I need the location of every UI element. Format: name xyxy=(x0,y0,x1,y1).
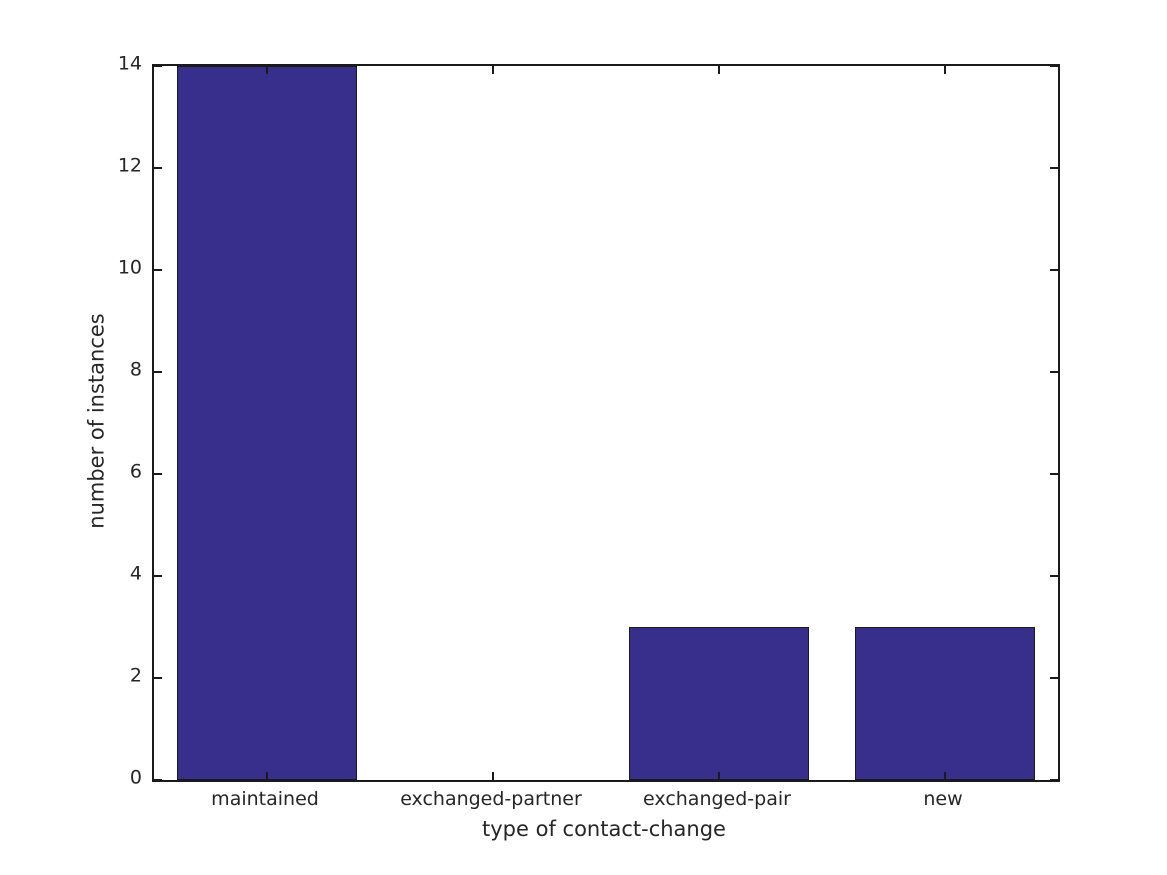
axis-tick xyxy=(492,772,494,780)
axis-tick xyxy=(1050,677,1058,679)
axis-tick xyxy=(154,371,162,373)
axis-tick xyxy=(1050,65,1058,67)
axis-tick xyxy=(1050,779,1058,781)
axis-tick xyxy=(154,167,162,169)
axis-tick xyxy=(154,269,162,271)
axis-tick xyxy=(1050,371,1058,373)
bar-maintained xyxy=(176,66,358,780)
y-tick-label-2: 2 xyxy=(129,664,142,687)
axis-tick xyxy=(154,575,162,577)
axis-tick xyxy=(718,66,720,74)
y-tick-label-0: 0 xyxy=(129,766,142,789)
x-tick-label-maintained: maintained xyxy=(211,788,319,810)
axis-tick xyxy=(718,772,720,780)
y-tick-label-14: 14 xyxy=(117,52,142,75)
axis-tick xyxy=(492,66,494,74)
x-tick-label-exchanged-partner: exchanged-partner xyxy=(400,788,582,810)
y-axis-label: number of instances xyxy=(84,313,109,529)
y-tick-label-8: 8 xyxy=(129,358,142,381)
x-tick-label-exchanged-pair: exchanged-pair xyxy=(643,788,791,810)
axis-tick xyxy=(1050,473,1058,475)
bar-new xyxy=(854,627,1036,780)
plot-area xyxy=(152,64,1060,782)
x-tick-label-new: new xyxy=(923,788,963,810)
y-tick-label-4: 4 xyxy=(129,562,142,585)
axis-tick xyxy=(154,677,162,679)
axis-tick xyxy=(154,473,162,475)
axis-tick xyxy=(154,779,162,781)
axis-tick xyxy=(1050,269,1058,271)
axis-tick xyxy=(944,772,946,780)
axis-tick xyxy=(1050,167,1058,169)
axis-tick xyxy=(266,66,268,74)
axis-tick xyxy=(944,66,946,74)
axis-tick xyxy=(154,65,162,67)
x-axis-label: type of contact-change xyxy=(482,817,726,841)
y-tick-label-12: 12 xyxy=(117,154,142,177)
bar-exchanged-pair xyxy=(628,627,810,780)
y-tick-label-6: 6 xyxy=(129,460,142,483)
axis-tick xyxy=(266,772,268,780)
axis-tick xyxy=(1050,575,1058,577)
y-tick-label-10: 10 xyxy=(117,256,142,279)
